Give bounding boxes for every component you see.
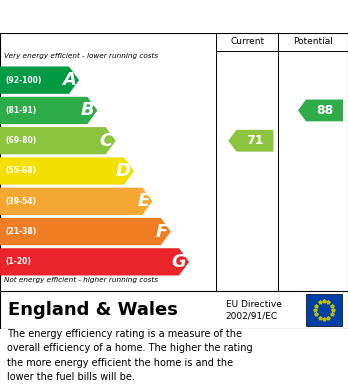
Text: G: G	[171, 253, 186, 271]
Bar	[306, 294, 342, 326]
Polygon shape	[0, 97, 97, 124]
Polygon shape	[0, 127, 116, 154]
Text: Very energy efficient - lower running costs: Very energy efficient - lower running co…	[4, 53, 158, 59]
Text: E: E	[137, 192, 149, 210]
Text: The energy efficiency rating is a measure of the
overall efficiency of a home. T: The energy efficiency rating is a measur…	[7, 329, 253, 382]
Text: (21-38): (21-38)	[5, 227, 36, 236]
Text: Energy Efficiency Rating: Energy Efficiency Rating	[9, 7, 238, 25]
Polygon shape	[0, 157, 134, 185]
Text: D: D	[116, 162, 131, 180]
Polygon shape	[0, 66, 79, 94]
Text: Not energy efficient - higher running costs: Not energy efficient - higher running co…	[4, 277, 158, 283]
Text: (39-54): (39-54)	[5, 197, 36, 206]
Polygon shape	[298, 100, 343, 121]
Text: (92-100): (92-100)	[5, 75, 41, 84]
Text: B: B	[81, 101, 94, 119]
Polygon shape	[228, 130, 274, 152]
Text: (1-20): (1-20)	[5, 257, 31, 266]
Text: England & Wales: England & Wales	[8, 301, 178, 319]
Text: 71: 71	[246, 134, 264, 147]
Polygon shape	[0, 188, 152, 215]
Polygon shape	[0, 248, 189, 276]
Text: Potential: Potential	[293, 38, 333, 47]
Text: F: F	[156, 222, 168, 240]
Text: (69-80): (69-80)	[5, 136, 36, 145]
Polygon shape	[0, 218, 171, 245]
Text: A: A	[62, 71, 76, 89]
Text: (55-68): (55-68)	[5, 167, 36, 176]
Text: EU Directive
2002/91/EC: EU Directive 2002/91/EC	[226, 300, 282, 320]
Text: (81-91): (81-91)	[5, 106, 36, 115]
Text: 88: 88	[316, 104, 333, 117]
Text: Current: Current	[230, 38, 264, 47]
Text: C: C	[100, 132, 113, 150]
